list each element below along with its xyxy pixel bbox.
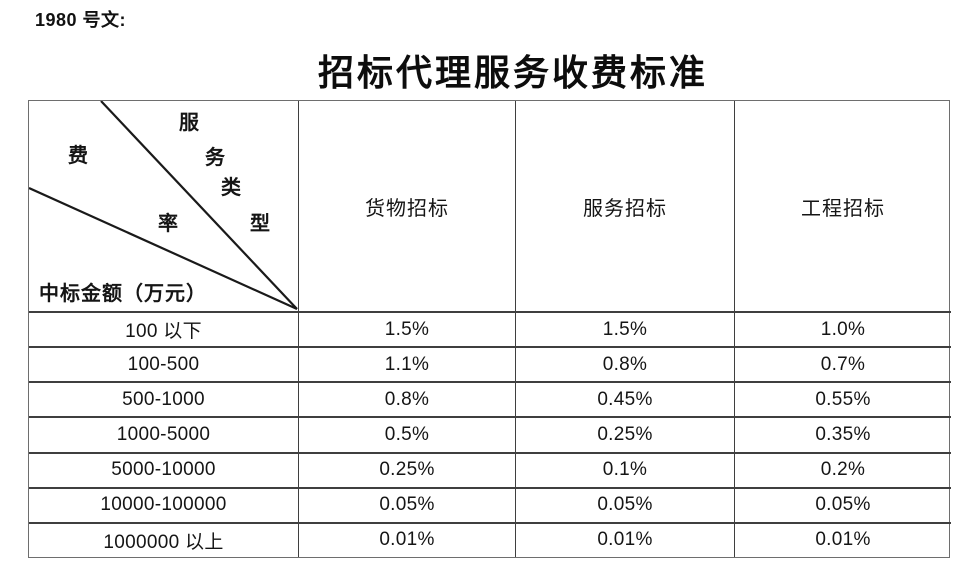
row-label: 100-500	[29, 346, 298, 381]
corner-axis-char: 务	[205, 147, 225, 169]
fee-cell: 0.7%	[734, 346, 951, 382]
row-label: 500-1000	[29, 381, 298, 416]
fee-cell: 0.05%	[734, 486, 951, 522]
row-label: 100 以下	[29, 311, 298, 346]
fee-cell: 0.35%	[734, 416, 951, 452]
fee-cell: 0.5%	[298, 416, 515, 452]
diagonal-lines	[29, 101, 298, 311]
fee-cell: 0.2%	[734, 451, 951, 487]
fee-cell: 1.5%	[298, 311, 515, 347]
column-header-works: 工程招标	[734, 101, 951, 311]
page-title: 招标代理服务收费标准	[317, 53, 708, 93]
document-number-note: 1980 号文:	[35, 10, 127, 30]
fee-cell: 0.01%	[734, 521, 951, 557]
column-header-services: 服务招标	[515, 101, 734, 311]
fee-cell: 1.0%	[734, 311, 951, 347]
fee-cell: 0.45%	[515, 381, 734, 417]
diagonal-line-lower	[29, 186, 298, 311]
fee-cell: 0.05%	[298, 486, 515, 522]
fee-cell: 0.55%	[734, 381, 951, 417]
corner-axis-char: 类	[221, 177, 241, 199]
diagonal-header-cell: 服 费 务 类 率 型 中标金额（万元）	[29, 101, 298, 311]
fee-cell: 0.8%	[515, 346, 734, 382]
fee-cell: 1.1%	[298, 346, 515, 382]
fee-cell: 0.01%	[515, 521, 734, 557]
corner-axis-char: 型	[250, 213, 270, 235]
row-label: 10000-100000	[29, 486, 298, 522]
row-label: 1000000 以上	[29, 521, 298, 557]
column-header-goods: 货物招标	[298, 101, 515, 311]
fee-cell: 0.01%	[298, 521, 515, 557]
fee-cell: 0.05%	[515, 486, 734, 522]
row-label: 1000-5000	[29, 416, 298, 451]
fee-cell: 1.5%	[515, 311, 734, 347]
fee-cell: 0.1%	[515, 451, 734, 487]
diagonal-line-upper	[100, 101, 298, 310]
corner-axis-char: 费	[68, 145, 88, 167]
fee-cell: 0.25%	[298, 451, 515, 487]
fee-cell: 0.25%	[515, 416, 734, 452]
fee-standard-table: 服 费 务 类 率 型 中标金额（万元） 货物招标 服务招标 工程招标 100 …	[28, 100, 951, 558]
corner-axis-char: 率	[158, 213, 178, 235]
corner-axis-char: 服	[179, 112, 199, 134]
row-label: 5000-10000	[29, 451, 298, 487]
fee-cell: 0.8%	[298, 381, 515, 417]
row-axis-title: 中标金额（万元）	[39, 283, 207, 305]
